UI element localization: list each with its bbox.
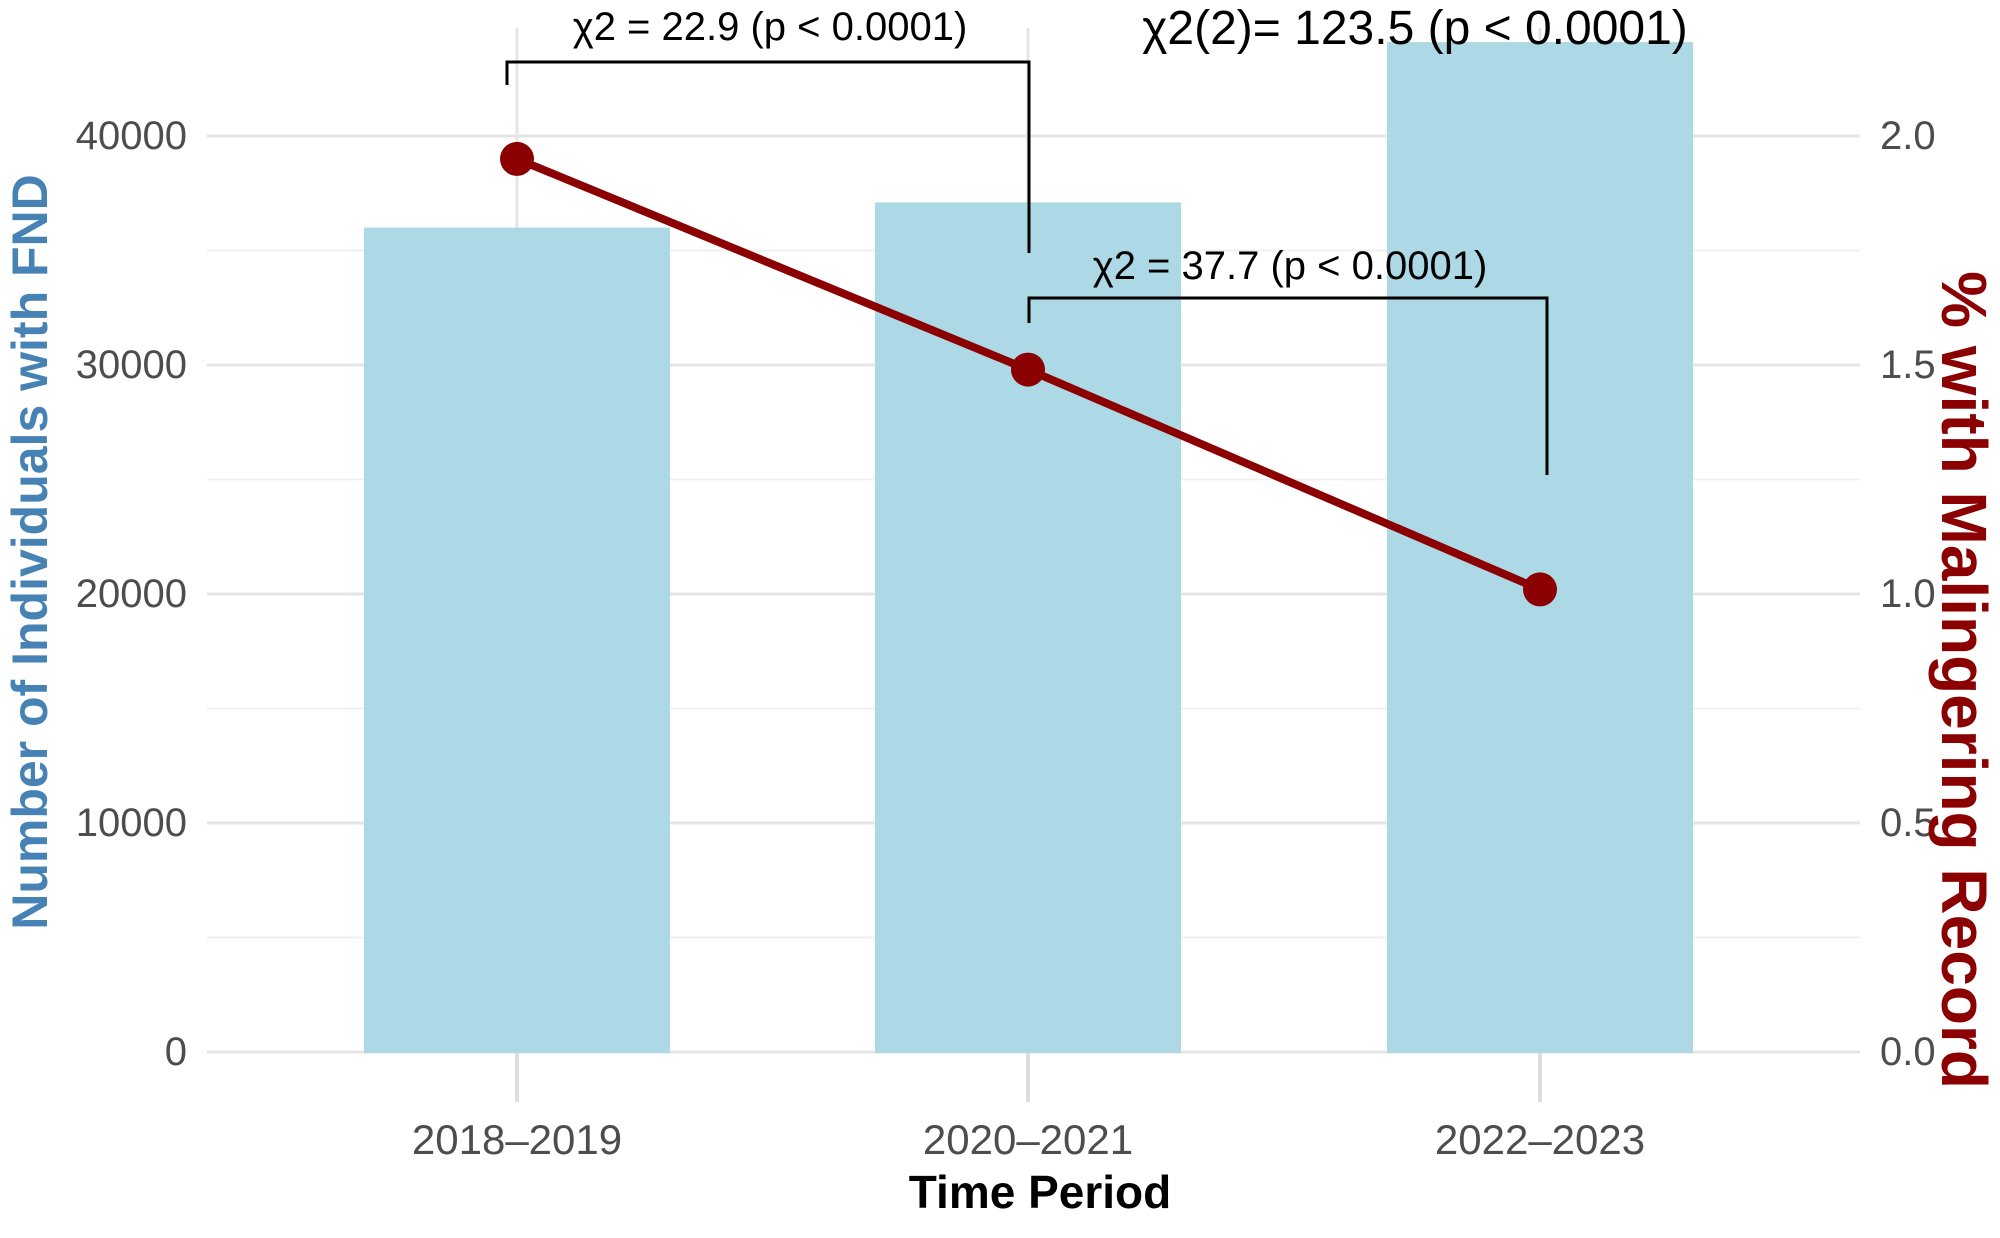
left-axis-tick-label: 10000 <box>75 801 187 845</box>
bar-2018–2019 <box>364 227 670 1054</box>
data-point-2022–2023 <box>1523 572 1557 607</box>
bar-2020–2021 <box>875 202 1181 1053</box>
left-axis-tick-label: 20000 <box>75 572 187 616</box>
bracket-line <box>505 60 1031 253</box>
x-axis-title: Time Period <box>908 1166 1172 1218</box>
right-axis-tick-label: 1.0 <box>1880 572 1936 616</box>
bracket-line <box>1027 296 1549 475</box>
right-axis-tick-label: 1.5 <box>1880 343 1936 387</box>
right-axis-tick-label: 2.0 <box>1880 114 1936 158</box>
annotation-chi2-2020-2022: χ2 = 37.7 (p < 0.0001) <box>1092 244 1488 288</box>
left-axis-tick-label: 0 <box>164 1030 187 1074</box>
x-axis-tick-label: 2022–2023 <box>1434 1116 1646 1163</box>
right-axis-tick-label: 0.5 <box>1880 801 1936 845</box>
left-axis-title: Number of Individuals with FND <box>2 174 58 930</box>
annotation-chi2-2018-2020: χ2 = 22.9 (p < 0.0001) <box>572 5 968 49</box>
right-axis-tick-label: 0.0 <box>1880 1030 1936 1074</box>
data-point-2018–2019 <box>500 141 534 176</box>
right-axis-title: % with Malingering Record <box>1928 271 2000 1089</box>
x-axis-tick-label: 2020–2021 <box>922 1116 1134 1163</box>
left-axis-tick-label: 40000 <box>75 114 187 158</box>
left-axis-tick-label: 30000 <box>75 343 187 387</box>
annotation-chi2-overall: χ2(2)= 123.5 (p < 0.0001) <box>1142 2 1688 55</box>
x-axis-tick-label: 2018–2019 <box>411 1116 623 1163</box>
data-point-2020–2021 <box>1011 352 1045 387</box>
